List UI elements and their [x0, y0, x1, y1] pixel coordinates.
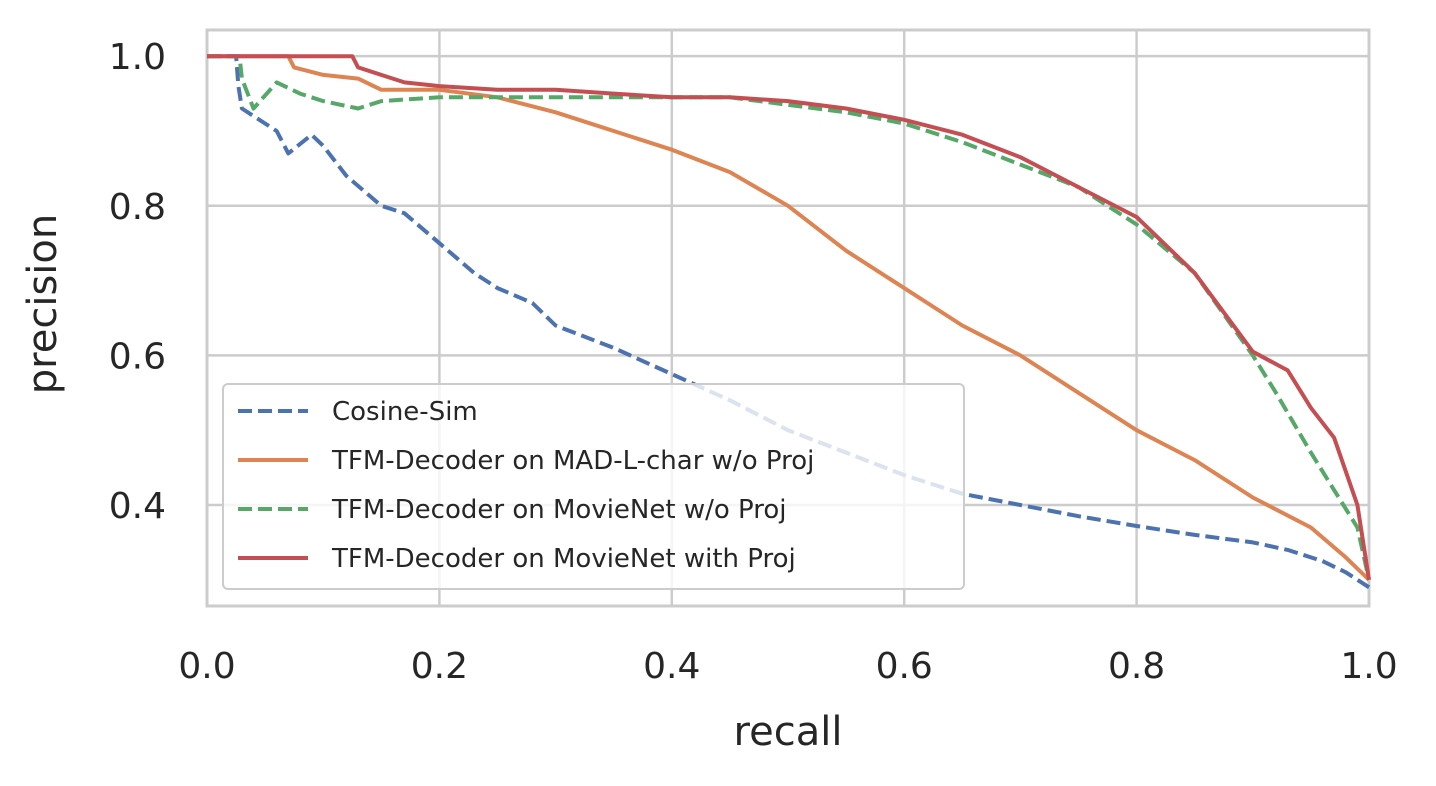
series-line-3	[207, 54, 1371, 581]
x-tick-label: 1.0	[1340, 646, 1397, 687]
series-line-0	[207, 54, 1371, 589]
x-tick-label: 0.2	[411, 646, 468, 687]
legend-label-1: TFM-Decoder on MAD-L-char w/o Proj	[331, 446, 814, 476]
plot-border	[205, 28, 1371, 608]
y-tick-label: 1.0	[109, 37, 166, 78]
legend-label-3: TFM-Decoder on MovieNet with Proj	[331, 544, 796, 574]
series-line-1	[207, 54, 1371, 582]
x-tick-label: 0.0	[178, 646, 235, 687]
legend: Cosine-Sim TFM-Decoder on MAD-L-char w/o …	[222, 383, 965, 590]
legend-label-2: TFM-Decoder on MovieNet w/o Proj	[331, 495, 787, 525]
x-tick-label: 0.4	[643, 646, 700, 687]
x-axis-label: recall	[734, 709, 843, 755]
plot-frame	[205, 28, 1371, 608]
legend-label-0: Cosine-Sim	[332, 397, 478, 427]
x-tick-labels: 0.0 0.2 0.4 0.6 0.8 1.0	[178, 646, 1397, 687]
y-tick-label: 0.6	[109, 336, 166, 377]
y-tick-labels: 0.4 0.6 0.8 1.0	[109, 37, 166, 527]
x-tick-label: 0.6	[876, 646, 933, 687]
legend-box	[222, 383, 965, 590]
grid	[205, 30, 1371, 606]
y-tick-label: 0.8	[109, 187, 166, 228]
y-axis-label: precision	[20, 214, 66, 394]
x-tick-label: 0.8	[1108, 646, 1165, 687]
y-tick-label: 0.4	[109, 486, 166, 527]
series-lines	[207, 54, 1371, 589]
